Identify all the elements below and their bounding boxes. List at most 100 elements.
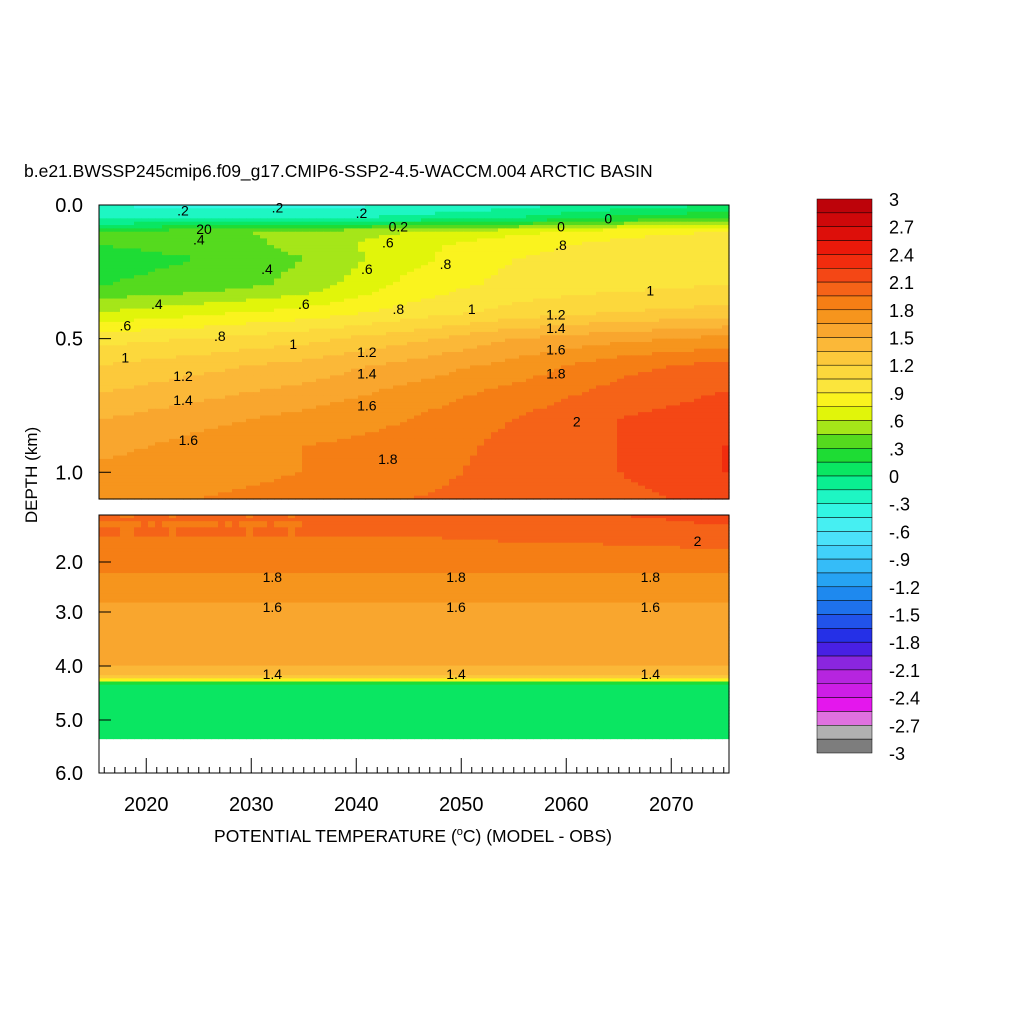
upper-field-cell [176, 271, 184, 276]
upper-field-cell [295, 318, 303, 323]
upper-field-cell [645, 261, 653, 266]
upper-field-cell [540, 268, 548, 273]
upper-field-cell [540, 258, 548, 263]
upper-field-cell [554, 248, 562, 253]
upper-field-cell [603, 228, 611, 233]
upper-field-cell [575, 368, 583, 373]
upper-field-cell [99, 328, 107, 333]
upper-field-cell [393, 268, 401, 273]
upper-field-cell [337, 328, 345, 333]
upper-field-cell [134, 352, 142, 356]
upper-field-cell [183, 238, 191, 243]
upper-field-cell [540, 341, 548, 346]
upper-field-cell [680, 245, 688, 250]
upper-field-cell [582, 245, 590, 250]
upper-field-cell [211, 382, 219, 387]
upper-field-cell [589, 288, 597, 293]
upper-field-cell [127, 372, 135, 376]
upper-field-cell [617, 215, 625, 219]
upper-field-cell [505, 308, 513, 313]
upper-field-cell [687, 228, 695, 233]
upper-field-cell [421, 225, 429, 229]
upper-field-cell [512, 241, 520, 246]
upper-field-cell [197, 368, 205, 373]
upper-field-cell [519, 261, 527, 266]
upper-field-cell [372, 278, 380, 283]
upper-field-cell [225, 268, 233, 273]
upper-field-cell [99, 275, 107, 280]
upper-field-cell [127, 228, 135, 233]
upper-field-cell [274, 238, 282, 243]
upper-field-cell [491, 275, 499, 280]
upper-field-cell [176, 315, 184, 320]
upper-field-cell [470, 205, 478, 209]
upper-field-cell [526, 205, 534, 209]
upper-field-cell [652, 225, 660, 229]
upper-field-cell [162, 281, 170, 286]
upper-field-cell [694, 295, 702, 300]
upper-field-cell [281, 335, 289, 340]
upper-field-cell [309, 338, 317, 343]
upper-field-cell [589, 255, 597, 260]
upper-field-cell [540, 261, 548, 266]
upper-field-cell [554, 358, 562, 363]
upper-field-cell [148, 338, 156, 343]
upper-field-cell [246, 228, 254, 233]
upper-field-cell [484, 231, 492, 236]
upper-field-cell [582, 208, 590, 213]
upper-field-cell [330, 288, 338, 293]
upper-field-cell [197, 378, 205, 383]
upper-field-cell [442, 235, 450, 240]
upper-field-cell [365, 365, 373, 370]
upper-field-cell [365, 238, 373, 243]
upper-field-cell [666, 275, 674, 280]
upper-field-cell [358, 238, 366, 243]
upper-field-cell [267, 255, 275, 260]
upper-field-cell [519, 281, 527, 286]
upper-field-cell [680, 315, 688, 320]
upper-field-cell [113, 285, 121, 290]
upper-field-cell [582, 295, 590, 300]
upper-field-cell [169, 382, 177, 387]
upper-field-cell [561, 265, 569, 270]
upper-field-cell [477, 278, 485, 283]
upper-field-cell [596, 335, 604, 340]
upper-field-cell [505, 368, 513, 373]
upper-field-cell [603, 305, 611, 310]
upper-field-cell [449, 321, 457, 326]
upper-field-cell [127, 295, 135, 300]
upper-field-cell [253, 238, 261, 243]
upper-field-cell [603, 315, 611, 320]
upper-field-cell [127, 341, 135, 346]
upper-field-cell [106, 385, 114, 390]
upper-field-cell [505, 218, 513, 223]
upper-field-cell [316, 245, 324, 250]
upper-field-cell [603, 275, 611, 280]
upper-field-cell [519, 291, 527, 296]
upper-field-cell [421, 321, 429, 326]
upper-field-cell [183, 265, 191, 270]
upper-field-cell [204, 295, 212, 300]
upper-field-cell [148, 215, 156, 219]
upper-field-cell [673, 238, 681, 243]
upper-field-cell [225, 211, 233, 216]
upper-field-cell [344, 225, 352, 229]
upper-field-cell [666, 365, 674, 370]
upper-field-cell [351, 258, 359, 263]
upper-field-cell [302, 362, 310, 366]
upper-field-cell [337, 231, 345, 236]
upper-field-cell [617, 221, 625, 226]
upper-field-cell [120, 341, 128, 346]
upper-field-cell [582, 372, 590, 376]
upper-field-cell [421, 315, 429, 320]
upper-field-cell [498, 311, 506, 316]
upper-field-cell [288, 205, 296, 209]
upper-field-cell [197, 375, 205, 380]
upper-field-cell [197, 388, 205, 393]
upper-field-cell [134, 382, 142, 387]
upper-field-cell [267, 341, 275, 346]
upper-field-cell [211, 352, 219, 356]
upper-field-cell [435, 352, 443, 356]
upper-field-cell [218, 258, 226, 263]
upper-field-cell [407, 248, 415, 253]
